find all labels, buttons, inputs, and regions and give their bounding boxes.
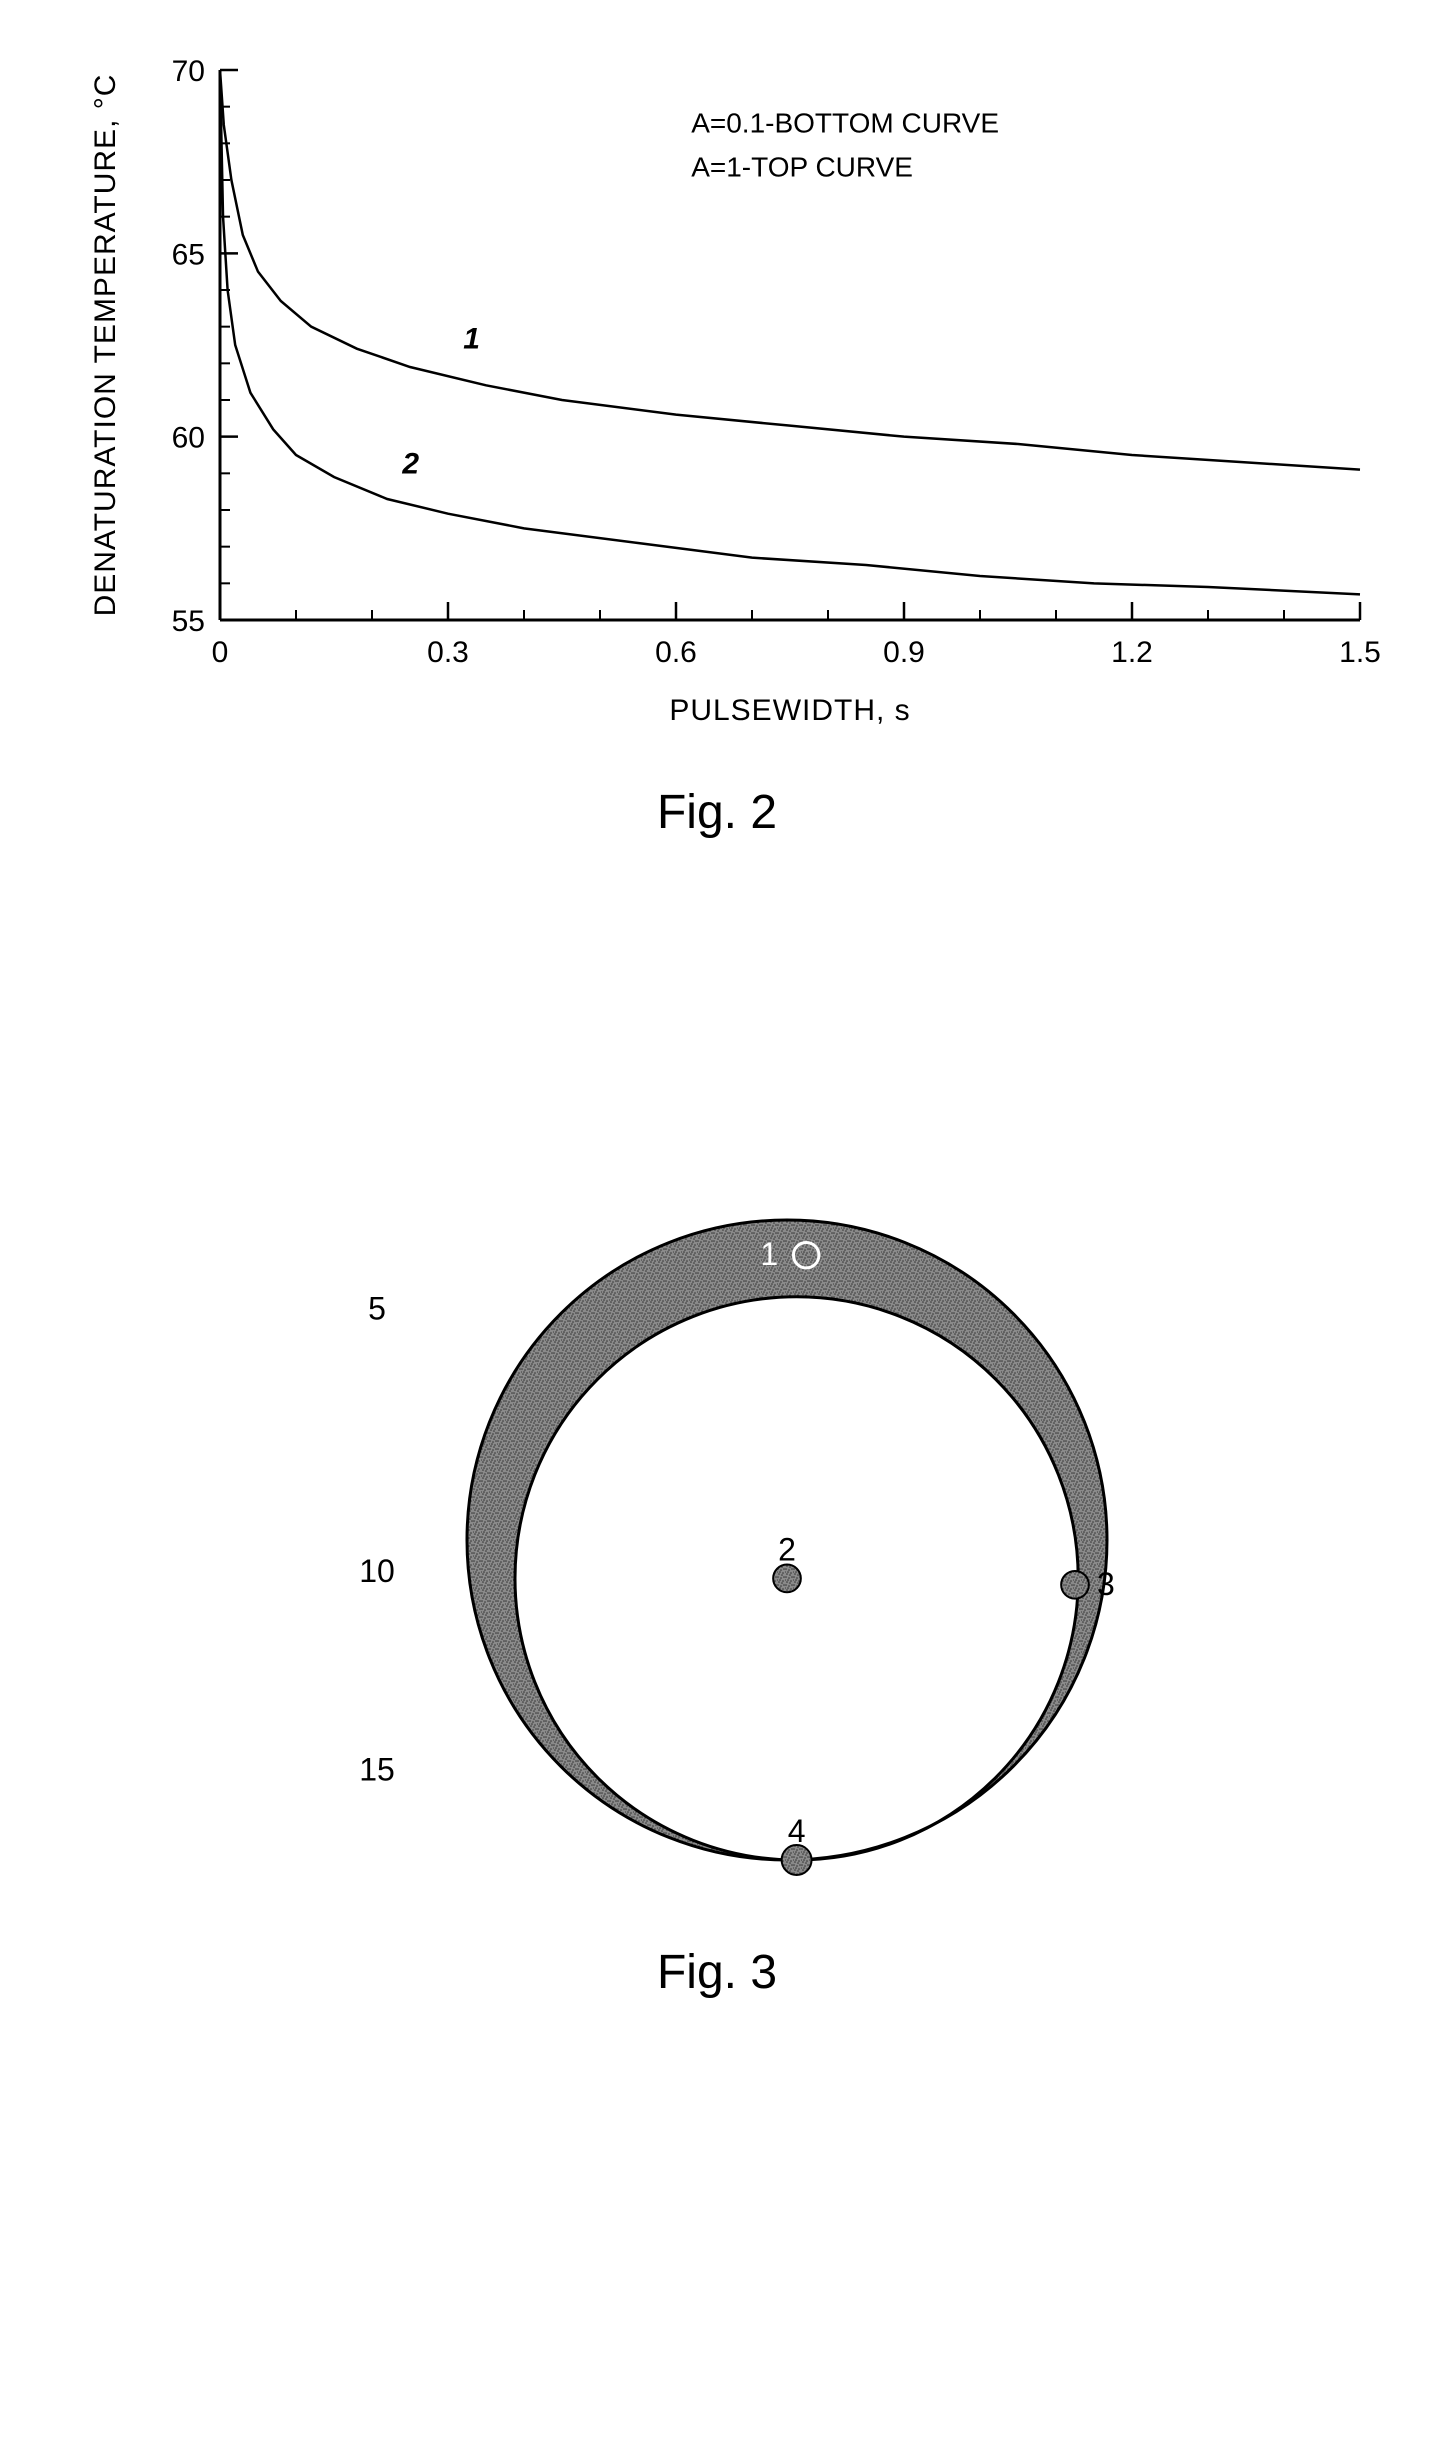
- svg-text:10: 10: [359, 1553, 395, 1589]
- svg-text:A=1-TOP CURVE: A=1-TOP CURVE: [691, 151, 913, 182]
- fig3-diagram: 1 2 3 4 5 10 15: [217, 1160, 1217, 1920]
- svg-text:1.2: 1.2: [1111, 636, 1153, 669]
- fig3-caption: Fig. 3: [40, 1945, 1394, 2000]
- fig2-container: 0 0.3 0.6 0.9 1.2 1.5 55 60 65 70 PULSEWIDTH, s DEN…: [40, 40, 1394, 840]
- svg-text:PULSEWIDTH, s: PULSEWIDTH, s: [669, 694, 910, 727]
- svg-text:70: 70: [172, 55, 205, 88]
- svg-text:0.9: 0.9: [883, 636, 925, 669]
- fig2-caption: Fig. 2: [40, 785, 1394, 840]
- svg-text:A=0.1-BOTTOM CURVE: A=0.1-BOTTOM CURVE: [691, 107, 999, 138]
- svg-text:15: 15: [359, 1751, 395, 1787]
- svg-text:2: 2: [401, 447, 419, 480]
- svg-text:2: 2: [778, 1531, 796, 1567]
- svg-text:1: 1: [760, 1236, 778, 1272]
- svg-text:0.6: 0.6: [655, 636, 697, 669]
- svg-text:60: 60: [172, 422, 205, 455]
- svg-text:0: 0: [212, 636, 229, 669]
- svg-text:0.3: 0.3: [427, 636, 469, 669]
- svg-text:4: 4: [788, 1813, 806, 1849]
- svg-text:1.5: 1.5: [1339, 636, 1381, 669]
- fig2-chart: 0 0.3 0.6 0.9 1.2 1.5 55 60 65 70 PULSEWIDTH, s DEN…: [40, 40, 1394, 760]
- svg-text:65: 65: [172, 238, 205, 271]
- svg-text:5: 5: [368, 1291, 386, 1327]
- svg-text:3: 3: [1097, 1566, 1115, 1602]
- fig3-container: 1 2 3 4 5 10 15 Fig. 3: [40, 1160, 1394, 2000]
- svg-text:55: 55: [172, 605, 205, 638]
- svg-text:1: 1: [463, 323, 480, 356]
- svg-text:DENATURATION TEMPERATURE, °C: DENATURATION TEMPERATURE, °C: [89, 74, 122, 617]
